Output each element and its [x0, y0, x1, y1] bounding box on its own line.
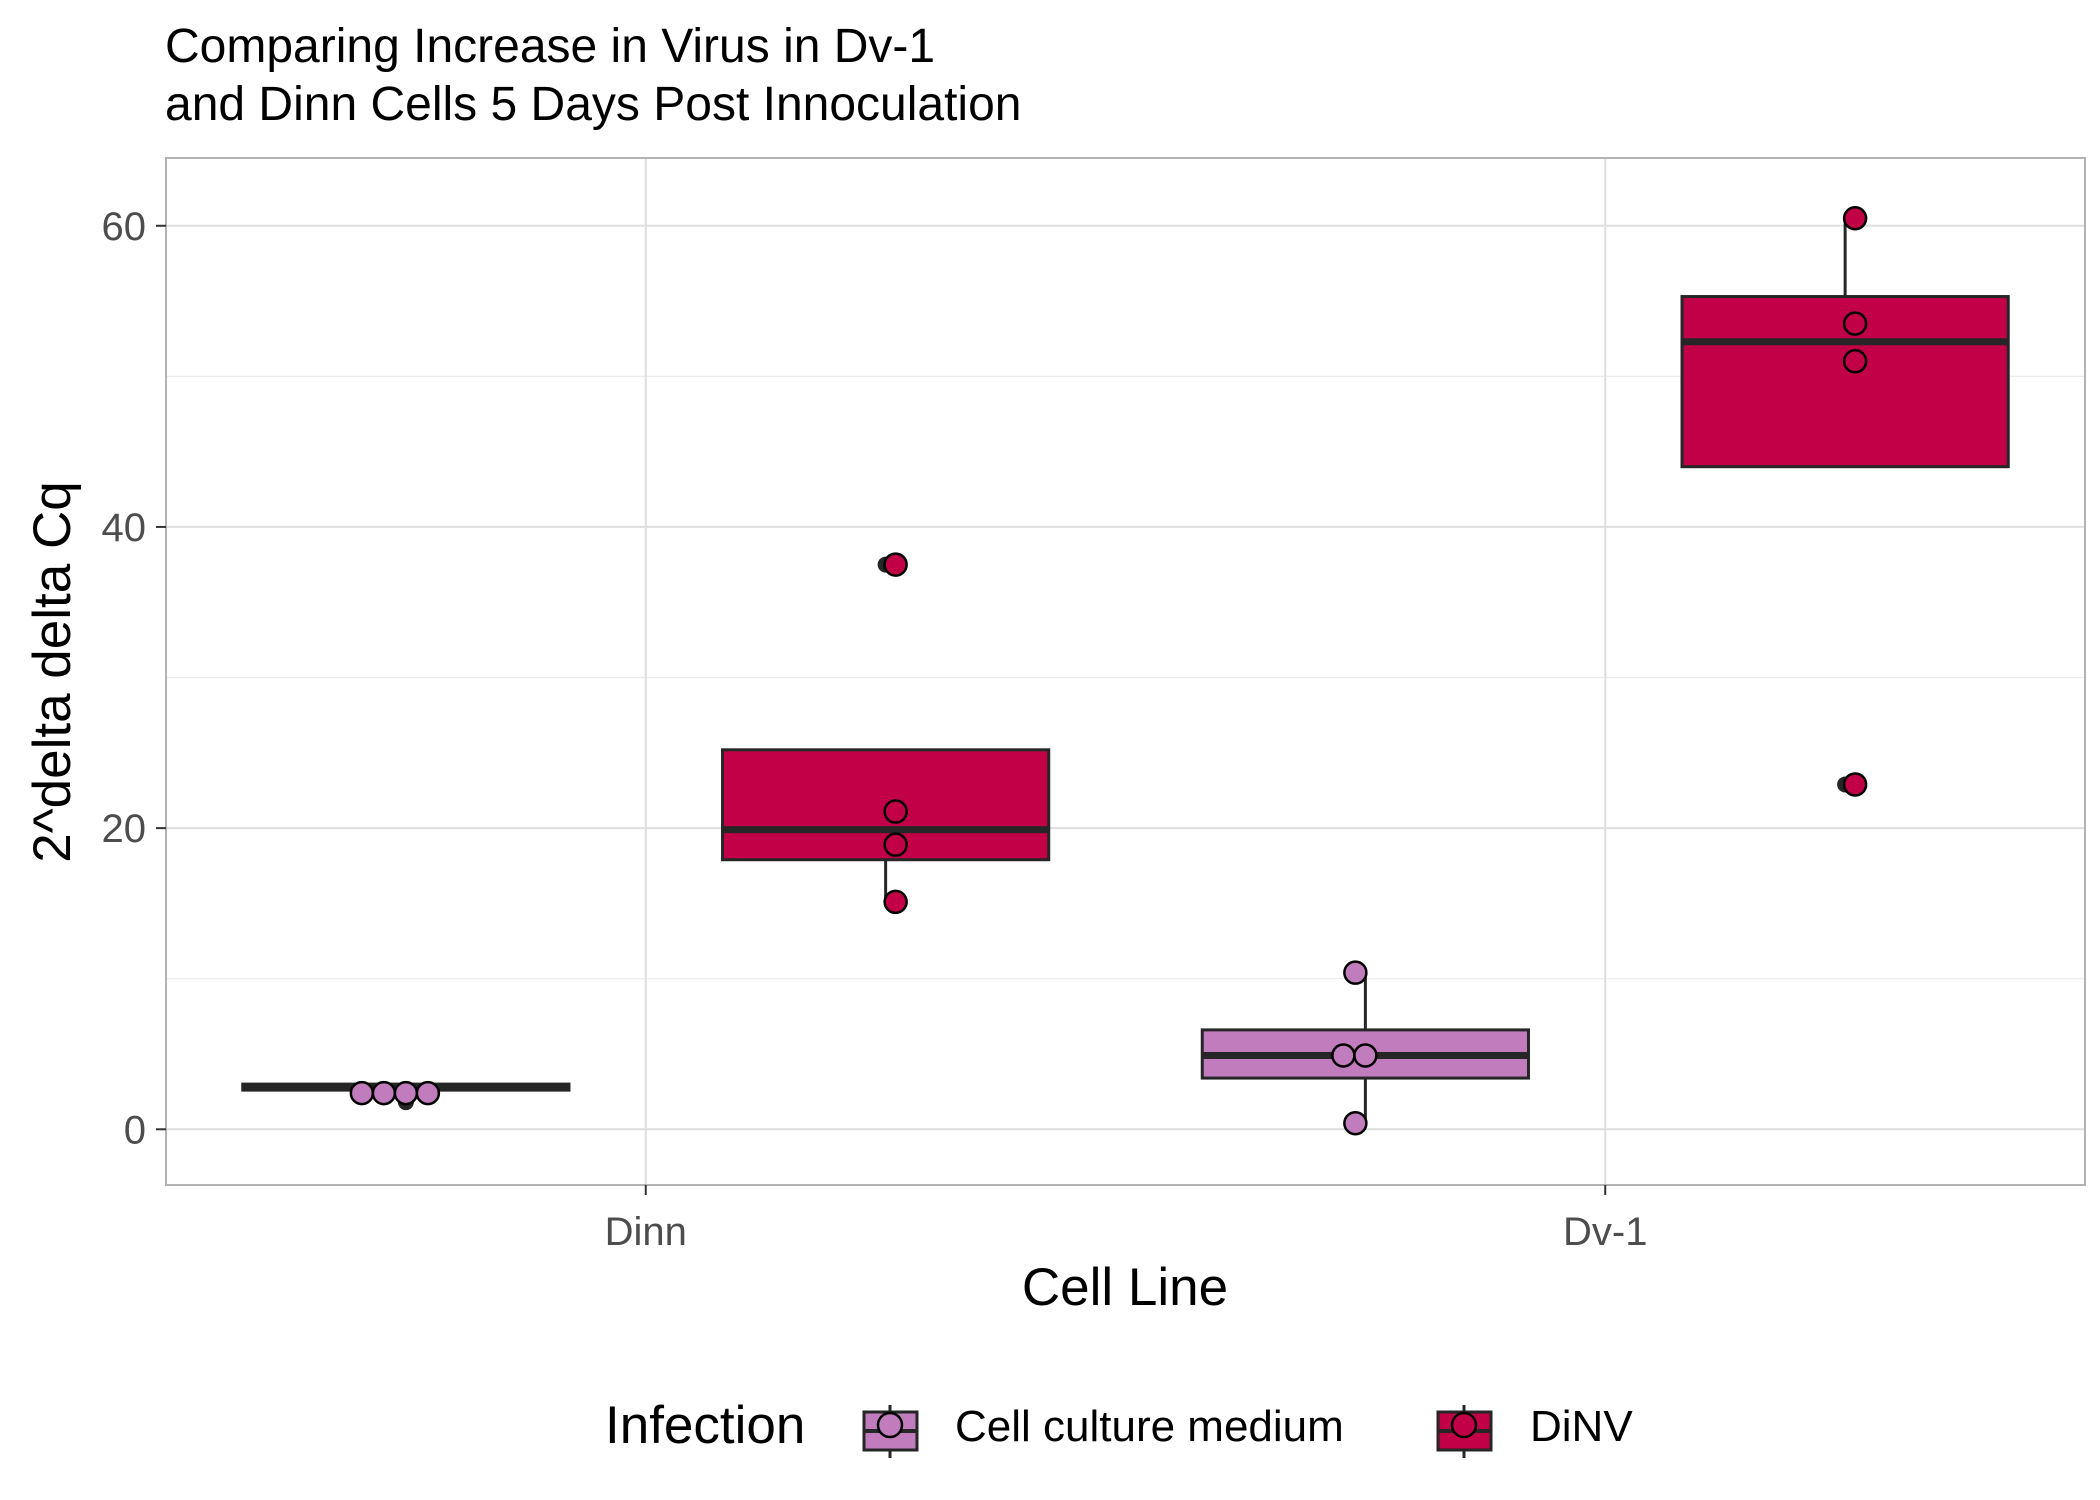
data-point: [349, 1080, 375, 1106]
x-axis: Dinn Dv-1: [605, 1185, 1647, 1254]
y-tick-label: 0: [124, 1108, 146, 1152]
y-axis-title: 2^delta delta Cq: [23, 481, 82, 862]
data-point: [371, 1080, 397, 1106]
data-point: [883, 799, 908, 824]
box-dinv-dinn: [721, 552, 1051, 915]
data-point: [1842, 205, 1868, 231]
x-axis-title: Cell Line: [1022, 1258, 1228, 1317]
data-point: [1331, 1043, 1356, 1068]
legend-title: Infection: [605, 1396, 805, 1455]
data-point: [1343, 960, 1368, 985]
y-axis: 0 20 40 60: [102, 205, 166, 1152]
box-dinv-dv-1: [1680, 205, 2010, 797]
x-tick-label: Dv-1: [1563, 1210, 1647, 1254]
grid-major: [166, 158, 2085, 1185]
legend-dot-cell-culture-medium: [876, 1411, 904, 1439]
data-point: [883, 889, 908, 915]
data-point: [1353, 1043, 1378, 1068]
plot-marks: [241, 205, 2010, 1136]
data-point: [393, 1080, 419, 1106]
data-point: [415, 1080, 441, 1106]
box-cell-culture-medium-dinn: [241, 1080, 571, 1111]
legend-key-dinv: [1436, 1405, 1493, 1458]
y-tick-label: 60: [102, 205, 147, 249]
box-cell-culture-medium-dv-1: [1200, 960, 1530, 1136]
data-point: [1343, 1111, 1368, 1136]
x-tick-label: Dinn: [605, 1210, 687, 1254]
chart-title-line-1: Comparing Increase in Virus in Dv-1: [165, 20, 935, 73]
data-point: [883, 832, 908, 857]
legend-dot-dinv: [1450, 1411, 1478, 1439]
data-point: [1842, 349, 1868, 374]
legend-label-dinv: DiNV: [1530, 1402, 1633, 1451]
plot-panel: [165, 157, 2086, 1186]
data-point: [1842, 772, 1868, 797]
y-tick-label: 40: [102, 506, 147, 550]
legend-key-cell-culture-medium: [862, 1405, 919, 1458]
legend: Infection Cell culture medium DiNV: [605, 1396, 1633, 1458]
legend-label-cell-culture-medium: Cell culture medium: [955, 1402, 1344, 1451]
data-point: [883, 552, 908, 577]
data-point: [1842, 311, 1868, 336]
y-tick-label: 20: [102, 807, 147, 851]
panel-border: [165, 157, 2086, 1186]
chart-title-line-2: and Dinn Cells 5 Days Post Innoculation: [165, 78, 1021, 131]
